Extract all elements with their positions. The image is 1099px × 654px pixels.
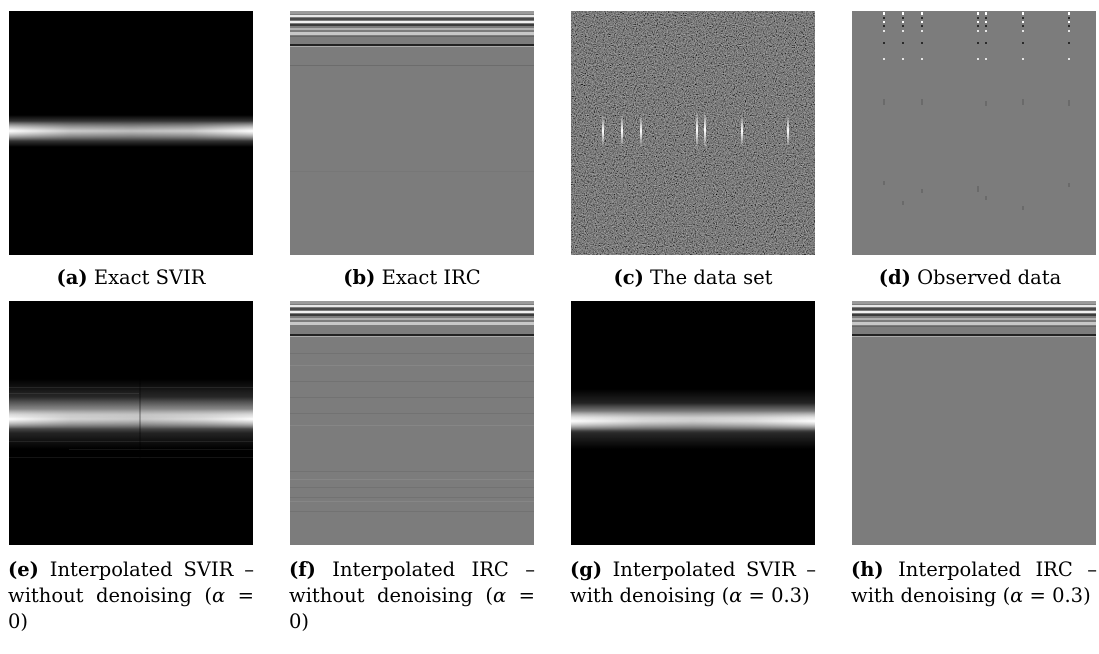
caption-b-text: Exact IRC	[381, 266, 481, 289]
caption-e-alpha: α	[211, 584, 226, 607]
image-data-set	[571, 11, 815, 255]
caption-b: (b) Exact IRC	[282, 265, 542, 291]
caption-a: (a) Exact SVIR	[1, 265, 261, 291]
caption-g: (g) Interpolated SVIR – with denoising (…	[570, 557, 816, 609]
caption-h-alpha: α	[1010, 584, 1024, 607]
caption-g-label: (g)	[570, 558, 603, 581]
image-exact-irc	[290, 11, 534, 255]
caption-e-after: = 0)	[8, 584, 254, 633]
caption-d: (d) Observed data	[840, 265, 1099, 291]
caption-h-after: = 0.3)	[1023, 584, 1091, 607]
caption-g-text: Interpolated SVIR – with denoising (	[570, 558, 816, 607]
caption-h: (h) Interpolated IRC – with denoising (α…	[851, 557, 1097, 609]
image-exact-svir	[9, 11, 253, 255]
caption-g-alpha: α	[729, 584, 743, 607]
caption-a-text: Exact SVIR	[93, 266, 206, 289]
image-interpolated-irc-no-denoise	[290, 301, 534, 545]
caption-b-label: (b)	[343, 266, 376, 289]
caption-f-after: = 0)	[289, 584, 535, 633]
caption-f-alpha: α	[492, 584, 507, 607]
caption-g-after: = 0.3)	[742, 584, 810, 607]
caption-h-text: Interpolated IRC – with denoising (	[851, 558, 1097, 607]
image-observed-data	[852, 11, 1096, 255]
caption-f-label: (f)	[289, 558, 316, 581]
caption-f-text: Interpolated IRC – without denoising (	[289, 558, 536, 607]
caption-h-label: (h)	[851, 558, 884, 581]
image-interpolated-irc-denoise	[852, 301, 1096, 545]
caption-c-label: (c)	[613, 266, 644, 289]
caption-e-text: Interpolated SVIR – without denoising (	[8, 558, 254, 607]
caption-d-label: (d)	[878, 266, 911, 289]
image-interpolated-svir-no-denoise	[9, 301, 253, 545]
image-interpolated-svir-denoise	[571, 301, 815, 545]
caption-c: (c) The data set	[563, 265, 823, 291]
caption-e-label: (e)	[8, 558, 39, 581]
caption-f: (f) Interpolated IRC – without denoising…	[289, 557, 535, 635]
caption-e: (e) Interpolated SVIR – without denoisin…	[8, 557, 254, 635]
caption-a-label: (a)	[56, 266, 88, 289]
caption-d-text: Observed data	[917, 266, 1062, 289]
caption-c-text: The data set	[650, 266, 773, 289]
